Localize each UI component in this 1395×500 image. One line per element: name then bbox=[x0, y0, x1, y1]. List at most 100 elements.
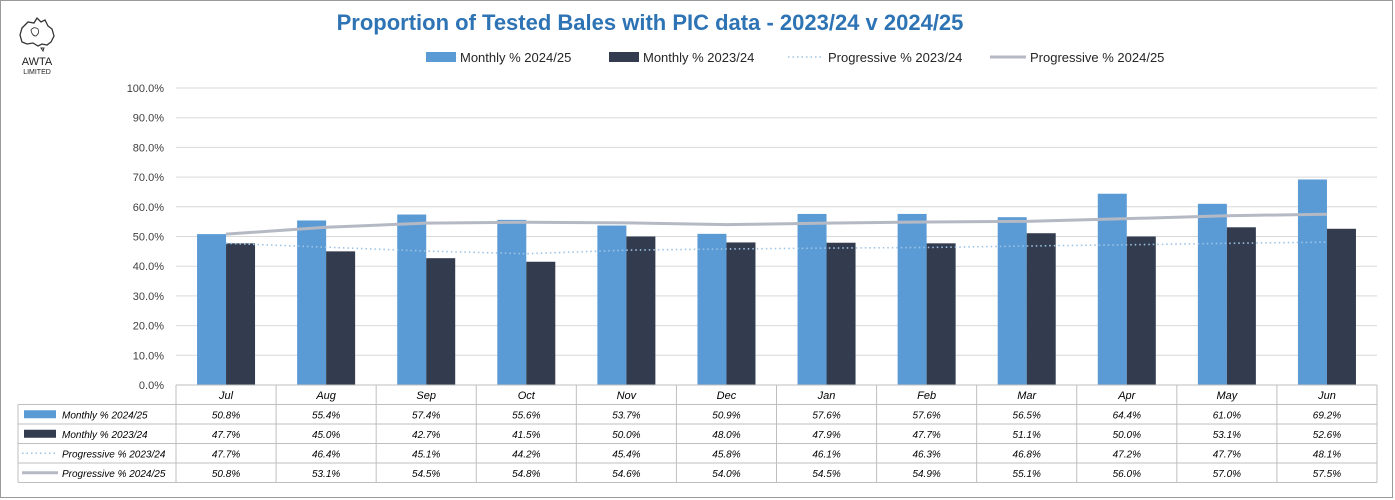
bars bbox=[197, 179, 1356, 385]
table-cell: 45.8% bbox=[712, 449, 740, 460]
table-cell: 47.7% bbox=[1213, 449, 1241, 460]
legend-label: Progressive % 2023/24 bbox=[828, 50, 962, 65]
table-cell: 46.4% bbox=[312, 449, 340, 460]
table-cell: 57.6% bbox=[912, 410, 940, 421]
table-cell: 50.9% bbox=[712, 410, 740, 421]
logo-line1: AWTA bbox=[22, 56, 53, 68]
x-category-label: Mar bbox=[1017, 390, 1037, 402]
y-tick-label: 60.0% bbox=[133, 202, 164, 214]
x-category-label: Nov bbox=[617, 390, 638, 402]
chart-title: Proportion of Tested Bales with PIC data… bbox=[336, 10, 964, 35]
x-category-label: Jul bbox=[218, 390, 234, 402]
x-category-label: Feb bbox=[917, 390, 936, 402]
table-cell: 50.0% bbox=[612, 430, 640, 441]
y-axis: 0.0% 10.0% 20.0% 30.0% 40.0% 50.0% 60.0% 70.0% 8… bbox=[127, 83, 165, 392]
bar-2024-25 bbox=[797, 213, 827, 385]
line-progressive-2024-25 bbox=[225, 212, 1327, 236]
table-cell: 47.2% bbox=[1113, 449, 1141, 460]
legend-swatch bbox=[426, 52, 456, 62]
bar-2024-25 bbox=[197, 234, 227, 385]
x-category-label: Jan bbox=[817, 390, 836, 402]
table-cell: 45.1% bbox=[412, 449, 440, 460]
bar-2023-24 bbox=[426, 258, 456, 385]
legend-label: Progressive % 2024/25 bbox=[1030, 50, 1164, 65]
table-cell: 69.2% bbox=[1313, 410, 1341, 421]
x-category-label: Jun bbox=[1317, 390, 1336, 402]
table-cell: 53.7% bbox=[612, 410, 640, 421]
x-category-label: Sep bbox=[416, 390, 436, 402]
x-category-label: Oct bbox=[518, 390, 536, 402]
table-cell: 48.0% bbox=[712, 430, 740, 441]
table-cell: 51.1% bbox=[1013, 430, 1041, 441]
y-tick-label: 40.0% bbox=[133, 261, 164, 273]
table-row-label: Progressive % 2023/24 bbox=[62, 449, 166, 460]
table-cell: 47.9% bbox=[812, 430, 840, 441]
bar-2024-25 bbox=[497, 219, 527, 385]
table-cell: 47.7% bbox=[212, 449, 240, 460]
legend: Monthly % 2024/25 Monthly % 2023/24 Progre… bbox=[426, 50, 1164, 65]
legend-swatch bbox=[609, 52, 639, 62]
table-cell: 50.8% bbox=[212, 410, 240, 421]
table-cell: 45.0% bbox=[312, 430, 340, 441]
table-cell: 53.1% bbox=[1213, 430, 1241, 441]
table-cell: 48.1% bbox=[1313, 449, 1341, 460]
y-tick-label: 10.0% bbox=[133, 350, 164, 362]
bar-2023-24 bbox=[326, 251, 356, 385]
legend-label: Monthly % 2023/24 bbox=[643, 50, 754, 65]
bar-2023-24 bbox=[526, 261, 556, 385]
awta-logo: AWTA LIMITED bbox=[14, 14, 60, 80]
table-cell: 50.8% bbox=[212, 469, 240, 480]
bar-2024-25 bbox=[397, 214, 427, 385]
bar-2023-24 bbox=[1126, 236, 1156, 385]
data-table: Jul Aug Sep Oct Nov Dec Jan Feb Mar Apr May Jun Mont… bbox=[17, 384, 1378, 483]
bar-2024-25 bbox=[1197, 203, 1227, 385]
table-cell: 54.5% bbox=[412, 469, 440, 480]
bar-2024-25 bbox=[597, 225, 627, 385]
bar-2024-25 bbox=[997, 217, 1027, 385]
y-tick-label: 90.0% bbox=[133, 113, 164, 125]
table-cell: 44.2% bbox=[512, 449, 540, 460]
y-tick-label: 50.0% bbox=[133, 232, 164, 244]
bar-2024-25 bbox=[297, 220, 327, 385]
table-cell: 56.5% bbox=[1013, 410, 1041, 421]
line-progressive-2023-24 bbox=[226, 241, 1327, 255]
table-cell: 54.0% bbox=[712, 469, 740, 480]
table-cell: 54.5% bbox=[812, 469, 840, 480]
bar-2023-24 bbox=[726, 242, 756, 385]
table-row-label: Monthly % 2023/24 bbox=[62, 430, 148, 441]
table-cell: 56.0% bbox=[1113, 469, 1141, 480]
y-tick-label: 0.0% bbox=[139, 380, 164, 392]
table-cell: 57.5% bbox=[1313, 469, 1341, 480]
bar-2023-24 bbox=[826, 242, 856, 385]
table-cell: 55.1% bbox=[1013, 469, 1041, 480]
table-cell: 46.1% bbox=[812, 449, 840, 460]
table-cell: 54.6% bbox=[612, 469, 640, 480]
table-cell: 54.8% bbox=[512, 469, 540, 480]
bar-2023-24 bbox=[926, 243, 956, 385]
table-cell: 41.5% bbox=[512, 430, 540, 441]
table-cell: 46.3% bbox=[912, 449, 940, 460]
table-cell: 55.6% bbox=[512, 410, 540, 421]
table-cell: 57.0% bbox=[1213, 469, 1241, 480]
table-legend-key bbox=[24, 410, 56, 419]
table-cell: 46.8% bbox=[1013, 449, 1041, 460]
table-cell: 42.7% bbox=[412, 430, 440, 441]
table-cell: 57.4% bbox=[412, 410, 440, 421]
y-tick-label: 20.0% bbox=[133, 321, 164, 333]
table-cell: 52.6% bbox=[1313, 430, 1341, 441]
table-cell: 45.4% bbox=[612, 449, 640, 460]
table-cell: 61.0% bbox=[1213, 410, 1241, 421]
table-cell: 64.4% bbox=[1113, 410, 1141, 421]
table-cell: 55.4% bbox=[312, 410, 340, 421]
bar-2024-25 bbox=[897, 213, 927, 385]
y-tick-label: 80.0% bbox=[133, 142, 164, 154]
table-legend-key bbox=[24, 429, 56, 438]
logo-line2: LIMITED bbox=[23, 69, 51, 76]
bar-2023-24 bbox=[1226, 227, 1256, 385]
bar-2024-25 bbox=[1297, 179, 1327, 385]
table-cell: 53.1% bbox=[312, 469, 340, 480]
x-category-label: May bbox=[1216, 390, 1238, 402]
bar-2024-25 bbox=[1097, 193, 1127, 385]
